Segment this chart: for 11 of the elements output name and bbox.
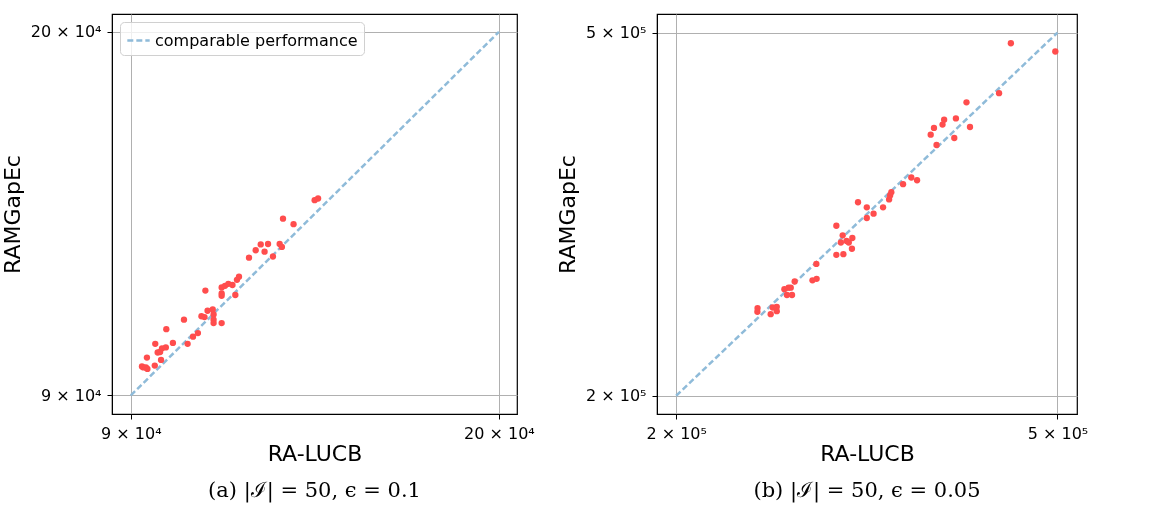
x-tick-label: 2 × 10⁵	[646, 423, 707, 443]
y-axis-title: RAMGapEc	[554, 155, 580, 274]
x-tick-label: 9 × 10⁴	[101, 423, 162, 443]
x-axis-title: RA-LUCB	[820, 440, 915, 466]
text: (a) |ℐ| = 50, ϵ = 0.1	[208, 478, 421, 503]
legend-label: comparable performance	[155, 30, 358, 50]
x-tick-label: 20 × 10⁴	[464, 423, 535, 443]
text: (b) |ℐ| = 50, ϵ = 0.05	[753, 478, 981, 503]
x-tick-label: 5 × 10⁵	[1027, 423, 1089, 443]
y-axis-title: RAMGapEc	[0, 155, 25, 274]
x-axis-title: RA-LUCB	[267, 440, 363, 466]
